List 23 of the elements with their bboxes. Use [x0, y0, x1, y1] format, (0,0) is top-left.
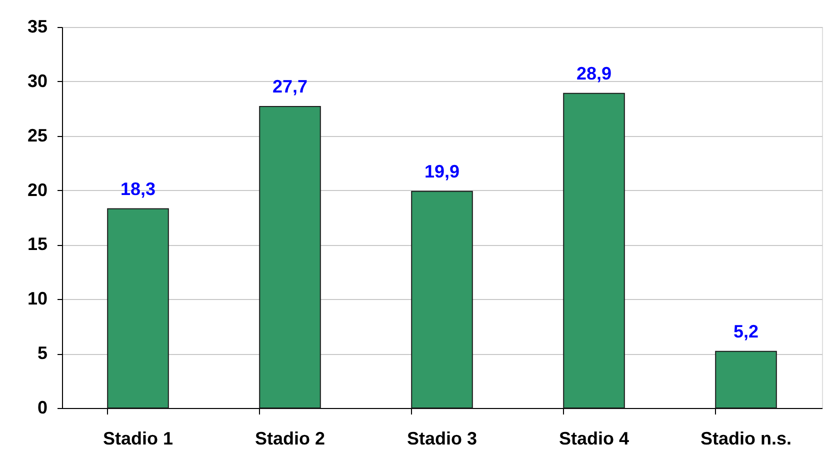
x-tick-label: Stadio 2 [254, 428, 326, 448]
data-label: 28,9 [576, 63, 612, 84]
data-label: 19,9 [424, 161, 460, 182]
x-tick-label: Stadio 3 [406, 428, 478, 448]
bar [107, 208, 169, 408]
y-tick-label: 0 [37, 398, 48, 418]
y-tick-label: 35 [27, 16, 48, 36]
y-tick-label: 30 [27, 70, 48, 91]
bar [259, 106, 321, 408]
bar [715, 350, 777, 408]
y-tick-label: 10 [27, 288, 48, 309]
bar [563, 92, 625, 408]
x-tick-label: Stadio 4 [558, 428, 630, 448]
x-tick-label: Stadio 1 [102, 428, 174, 448]
bar [411, 190, 473, 408]
x-tick-label: Stadio n.s. [700, 428, 792, 448]
data-label: 27,7 [272, 76, 308, 96]
y-tick-label: 20 [27, 180, 48, 200]
data-label: 18,3 [120, 178, 156, 199]
y-tick-label: 25 [27, 125, 48, 146]
data-label: 5,2 [733, 321, 759, 342]
y-tick-label: 5 [37, 343, 48, 364]
y-tick-label: 15 [27, 234, 48, 254]
